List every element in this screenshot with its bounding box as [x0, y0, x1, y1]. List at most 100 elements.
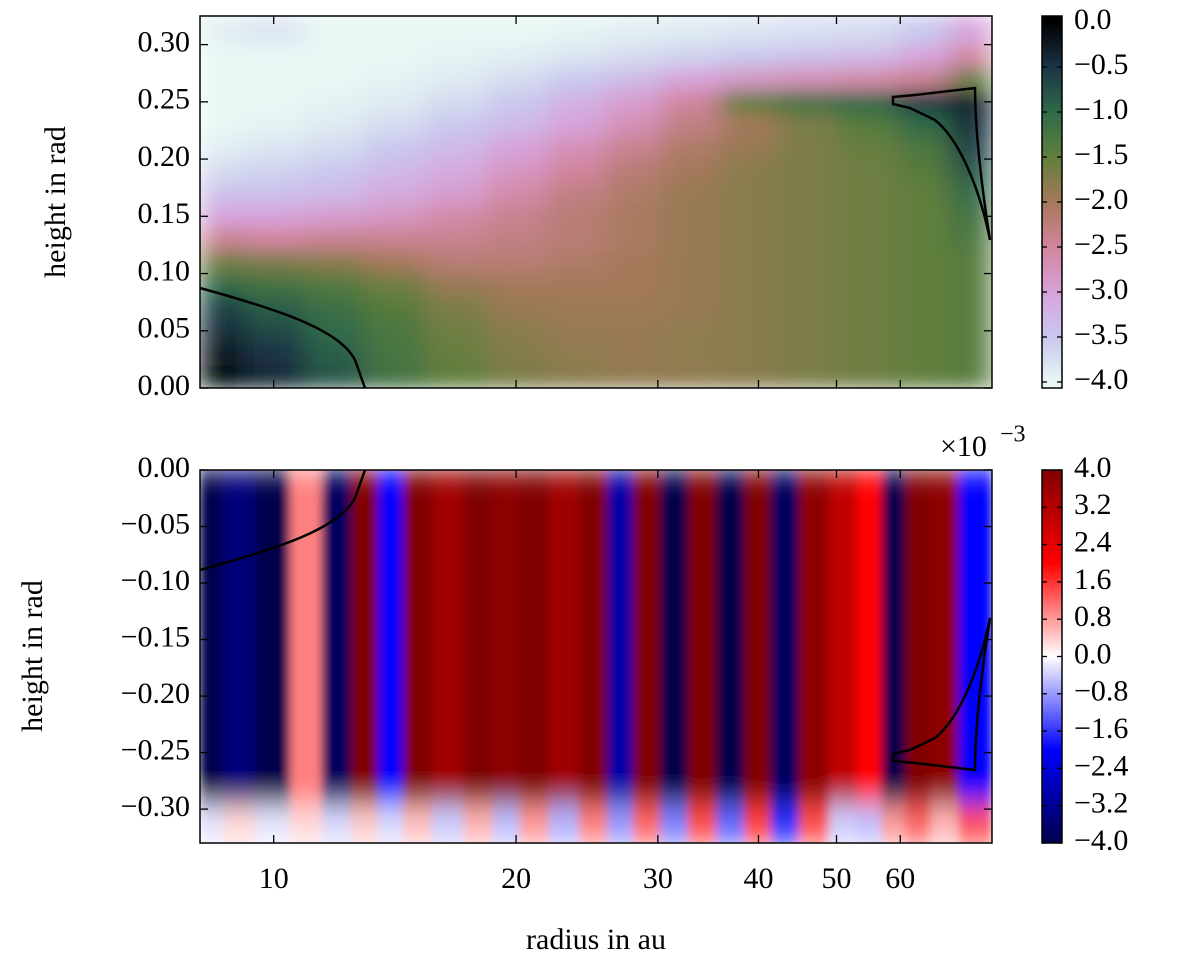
heatmap-cell: [200, 112, 246, 137]
heatmap-cell: [719, 295, 779, 320]
heatmap-cell: [363, 341, 426, 366]
heatmap-cell: [424, 112, 489, 137]
heatmap-cell: [200, 341, 246, 366]
heatmap-cell: [838, 135, 900, 160]
heatmap-cell: [244, 250, 307, 275]
heatmap-cell: [898, 181, 952, 206]
heatmap-cell: [244, 67, 307, 91]
heatmap-cell: [547, 227, 608, 252]
heatmap-cell: [777, 112, 840, 137]
y-tick-label: −0.05: [121, 507, 190, 540]
heatmap-cell: [244, 16, 307, 46]
y-tick-label: −0.10: [121, 564, 190, 597]
colorbar-tick-label: −3.5: [1074, 318, 1128, 351]
heatmap-cell: [579, 470, 609, 804]
heatmap-cell: [838, 295, 900, 320]
heatmap-cell: [487, 158, 549, 183]
plot-frame: [199, 15, 993, 389]
heatmap-cell: [719, 135, 779, 160]
heatmap-cell: [547, 181, 608, 206]
heatmap-cell: [200, 135, 246, 160]
heatmap-cell: [200, 318, 246, 343]
y-tick-label: 0.25: [138, 83, 191, 116]
heatmap-cell: [363, 44, 426, 69]
y-tick-label: −0.25: [121, 733, 190, 766]
heatmap-cell: [487, 112, 549, 137]
heatmap-cell: [487, 181, 549, 206]
heatmap-cell: [606, 112, 663, 137]
heatmap-cell: [659, 470, 689, 804]
heatmap-cell: [606, 204, 663, 229]
heatmap-cell: [777, 364, 840, 388]
y-tick-label: 0.00: [138, 451, 191, 484]
heatmap-cell: [950, 16, 992, 46]
heatmap-cell: [547, 341, 608, 366]
y-axis-label: height in rad: [16, 580, 49, 732]
heatmap-cell: [222, 470, 256, 804]
heatmap-cell: [687, 470, 717, 804]
heatmap-cell: [487, 341, 549, 366]
colorbar-tick-label: −0.8: [1074, 675, 1128, 708]
heatmap-cell: [305, 273, 365, 297]
heatmap-cell: [487, 67, 549, 91]
heatmap-cell: [930, 470, 960, 804]
heatmap-cell: [402, 470, 433, 804]
heatmap-cell: [777, 250, 840, 275]
heatmap-cell: [424, 364, 489, 388]
heatmap-cell: [200, 16, 246, 46]
heatmap-cell: [798, 470, 830, 804]
heatmap-cell: [487, 273, 549, 297]
heatmap-cell: [777, 135, 840, 160]
heatmap-cell: [547, 16, 608, 46]
colorbar-tick-label: 2.4: [1074, 525, 1112, 558]
heatmap-cell: [363, 67, 426, 91]
heatmap-cell: [547, 67, 608, 91]
heatmap-cell: [898, 227, 952, 252]
heatmap-cell: [305, 364, 365, 388]
heatmap-cell: [487, 227, 549, 252]
colorbar-tick-label: −3.0: [1074, 273, 1128, 306]
heatmap-cell: [770, 470, 800, 804]
heatmap-cell: [244, 135, 307, 160]
heatmap-cell: [661, 181, 721, 206]
heatmap-cell: [548, 470, 581, 804]
heatmap-cell: [547, 158, 608, 183]
heatmap-cell: [200, 470, 224, 804]
heatmap-cell: [661, 341, 721, 366]
heatmap-cell: [363, 181, 426, 206]
heatmap-cell: [950, 273, 992, 297]
heatmap-cell: [898, 112, 952, 137]
heatmap-cell: [719, 318, 779, 343]
heatmap-cell: [363, 135, 426, 160]
heatmap-cell: [777, 44, 840, 69]
offset-label: ×10: [940, 430, 987, 463]
heatmap-cell: [777, 227, 840, 252]
heatmap-cell: [898, 67, 952, 91]
heatmap-cell: [898, 364, 952, 388]
heatmap-cell: [424, 181, 489, 206]
heatmap-cell: [244, 204, 307, 229]
heatmap-cell: [719, 364, 779, 388]
heatmap-clip: [200, 16, 992, 388]
heatmap-cell: [200, 364, 246, 388]
heatmap-cell: [607, 470, 635, 804]
heatmap-cell: [244, 158, 307, 183]
heatmap-cell: [950, 295, 992, 320]
heatmap-cell: [898, 44, 952, 69]
heatmap-cell: [898, 16, 952, 46]
heatmap-cell: [200, 44, 246, 69]
heatmap-cell: [950, 44, 992, 69]
heatmap-cell: [487, 318, 549, 343]
heatmap-cell: [424, 318, 489, 343]
heatmap-cell: [321, 470, 352, 804]
heatmap-cell: [363, 250, 426, 275]
heatmap-cell: [547, 364, 608, 388]
heatmap-cell: [244, 112, 307, 137]
heatmap-cell: [661, 89, 721, 114]
heatmap-cell: [719, 158, 779, 183]
heatmap-cell: [606, 181, 663, 206]
heatmap-cell: [633, 470, 661, 804]
colorbar-tick-label: −4.0: [1074, 363, 1128, 396]
heatmap-cell: [838, 204, 900, 229]
